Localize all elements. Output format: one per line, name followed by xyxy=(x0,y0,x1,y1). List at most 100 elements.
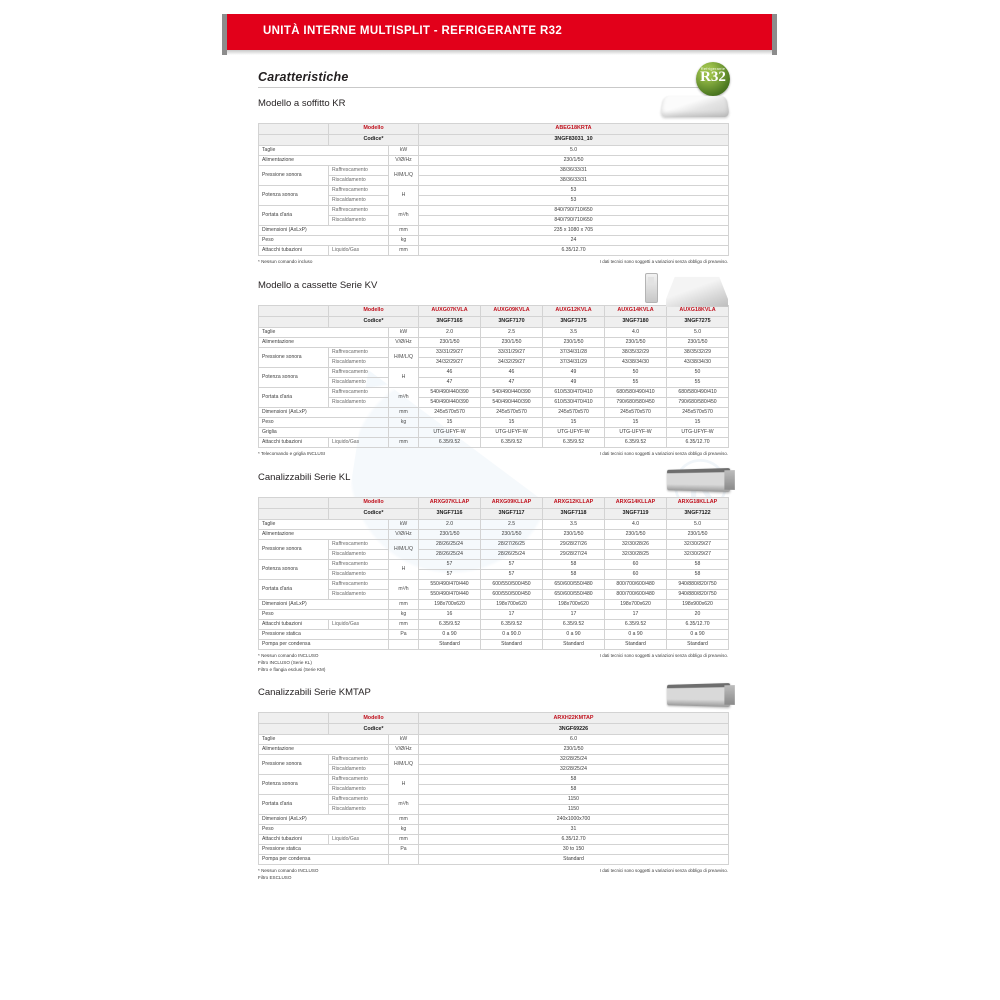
table-header-model: AUXG09KVLA xyxy=(480,304,543,317)
table-cell: 32/30/28/25 xyxy=(604,548,667,560)
table-cell: 2.5 xyxy=(480,518,543,530)
row-label: Taglie xyxy=(258,734,389,746)
table-cell: 15 xyxy=(666,416,729,428)
table-cell: 198x700x620 xyxy=(604,598,667,610)
table-row: Pressione sonora Raffrescamento H/M/L/Q … xyxy=(258,538,729,560)
table-row: Riscaldamento 540/490/440/390 540/490/440… xyxy=(259,396,729,408)
table-caption: Canalizzabili Serie KL xyxy=(258,471,351,483)
table-cell: 37/34/31/29 xyxy=(542,356,605,368)
row-label: Pressione sonora xyxy=(258,346,329,368)
table-row: Attacchi tubazioni Liquido/Gas mm 6.35/1… xyxy=(258,834,729,846)
table-cell: 230/1/50 xyxy=(604,336,667,348)
row-unit: mm xyxy=(388,245,419,256)
section-title: Caratteristiche xyxy=(258,70,728,88)
table-cell: 0 a 90 xyxy=(418,628,481,640)
row-unit: kg xyxy=(388,416,419,428)
table-cell: 50 xyxy=(604,366,667,378)
table-cell: 58 xyxy=(542,558,605,570)
table-header-model: 3NGF7180 xyxy=(604,315,667,328)
table-header-model: 3NGF83031_10 xyxy=(418,134,729,146)
table-cell: 790/680/580/450 xyxy=(604,396,667,408)
row-label: Taglie xyxy=(258,326,389,338)
table-cell: 58 xyxy=(666,568,729,580)
row-sublabel: Raffrescamento xyxy=(328,558,389,570)
row-unit: Pa xyxy=(388,844,419,856)
table-row: Dimensioni (AxLxP) mm 245x570x570 245x570… xyxy=(258,406,729,418)
table-row: Attacchi tubazioni Liquido/Gas mm 6.35/9… xyxy=(258,436,729,448)
table-cell: 53 xyxy=(418,195,729,206)
table-cell: 240x1000x700 xyxy=(418,814,729,826)
table-cell: 0 a 90 xyxy=(604,628,667,640)
table-row: Pressione sonora Raffrescamento H/M/L/Q … xyxy=(258,346,729,368)
row-sublabel: Riscaldamento xyxy=(328,804,389,816)
row-sublabel: Raffrescamento xyxy=(328,774,389,786)
table-footer: * Nessun comando INCLUSO Filtro ESCLUSO I… xyxy=(258,868,728,882)
table-header-model: 3NGF7117 xyxy=(480,507,543,520)
table-cell: 6.35/9.52 xyxy=(542,436,605,448)
table-cell: 15 xyxy=(604,416,667,428)
table-cell: 58 xyxy=(666,558,729,570)
spec-block: Canalizzabili Serie KMTAP Modello ARXH22… xyxy=(258,683,731,882)
table-header-model: AUXG14KVLA xyxy=(604,304,667,317)
row-unit: kW xyxy=(388,734,419,746)
table-cell: UTG-UFYF-W xyxy=(480,426,543,438)
duct-unit-icon xyxy=(667,467,731,492)
row-unit: H xyxy=(388,366,419,388)
r32-refrigerant-badge: Refrigerante R32 xyxy=(696,62,730,96)
table-cell: 20 xyxy=(666,608,729,620)
row-sublabel: Liquido/Gas xyxy=(328,834,389,846)
table-row: Riscaldamento 840/790/710/650 xyxy=(259,215,729,226)
row-unit: kW xyxy=(388,145,419,156)
spec-table: Modello AUXG07KVLA AUXG09KVLA AUXG12KVLA AU… xyxy=(258,304,729,448)
table-header-label: Codice* xyxy=(328,723,419,736)
table-disclaimer: I dati tecnici sono soggetti a variazion… xyxy=(599,868,728,874)
row-label: Attacchi tubazioni xyxy=(258,834,329,846)
table-row: Dimensioni (AxLxP) mm 198x700x620 198x700… xyxy=(258,598,729,610)
table-cell: 230/1/50 xyxy=(418,155,729,166)
table-cell: 28/26/25/24 xyxy=(480,548,543,560)
row-label: Potenza sonora xyxy=(258,558,329,580)
row-unit: V/Ø/Hz xyxy=(388,528,419,540)
table-cell: 55 xyxy=(666,376,729,388)
table-header-model: ARXG18KLLAP xyxy=(666,496,729,509)
table-row: Alimentazione V/Ø/Hz 230/1/50 xyxy=(258,155,729,166)
spec-block: Canalizzabili Serie KL Modello ARXG07KLL… xyxy=(258,467,731,674)
product-image xyxy=(258,683,731,710)
row-label: Dimensioni (AxLxP) xyxy=(258,814,389,826)
table-cell: 680/580/490/410 xyxy=(604,386,667,398)
table-header-model: AUXG07KVLA xyxy=(418,304,481,317)
table-cell: 31 xyxy=(418,824,729,836)
row-unit: H/M/L/Q xyxy=(388,346,419,368)
table-row: Peso kg 24 xyxy=(258,235,729,246)
table-cell: 34/32/29/27 xyxy=(480,356,543,368)
table-cell: 245x570x570 xyxy=(666,406,729,418)
table-cell: 245x570x570 xyxy=(604,406,667,418)
table-header-label: Modello xyxy=(328,496,419,509)
row-label: Alimentazione xyxy=(258,336,389,348)
table-cell: 33/31/29/27 xyxy=(480,346,543,358)
row-unit: H xyxy=(388,558,419,580)
table-cell: 540/490/440/390 xyxy=(418,396,481,408)
row-label: Attacchi tubazioni xyxy=(258,618,329,630)
table-cell: 4.0 xyxy=(604,326,667,338)
table-cell: 38/35/32/29 xyxy=(666,346,729,358)
table-cell: 49 xyxy=(542,376,605,388)
table-cell: 32/28/25/24 xyxy=(418,754,729,766)
table-row: Portata d'aria Raffrescamento m³/h 840/7… xyxy=(258,205,729,226)
table-cell: 6.35/12.70 xyxy=(418,834,729,846)
table-header-model: AUXG18KVLA xyxy=(666,304,729,317)
ceiling-unit-icon xyxy=(660,96,730,118)
row-sublabel: Riscaldamento xyxy=(328,588,389,600)
table-cell: Standard xyxy=(418,854,729,866)
row-sublabel: Riscaldamento xyxy=(328,396,389,408)
table-cell: 3.5 xyxy=(542,326,605,338)
row-label: Pompa per condensa xyxy=(258,638,389,650)
row-sublabel: Riscaldamento xyxy=(328,376,389,388)
table-cell: 2.5 xyxy=(480,326,543,338)
table-row: Alimentazione V/Ø/Hz 230/1/50 230/1/50 230… xyxy=(258,336,729,348)
row-sublabel: Raffrescamento xyxy=(328,538,389,550)
table-cell: Standard xyxy=(666,638,729,650)
r32-badge-bottom: R32 xyxy=(700,69,726,85)
product-image xyxy=(258,272,728,307)
row-unit: m³/h xyxy=(388,578,419,600)
